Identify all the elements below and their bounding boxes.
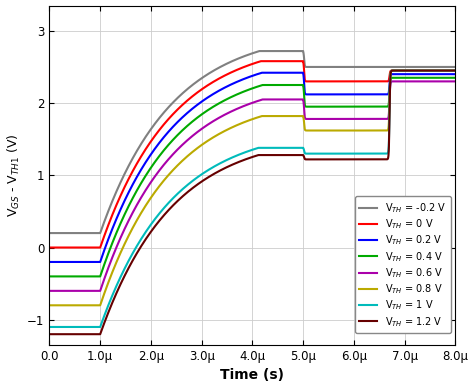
V$_{TH}$ = 0 V: [302, 79, 308, 83]
V$_{TH}$ = 1 V: [453, 68, 458, 73]
V$_{TH}$ = 0.6 V: [393, 79, 399, 84]
Line: V$_{TH}$ = 1.2 V: V$_{TH}$ = 1.2 V: [49, 71, 456, 334]
V$_{TH}$ = 0.4 V: [453, 75, 458, 80]
V$_{TH}$ = 0.2 V: [453, 72, 458, 76]
V$_{TH}$ = 0.4 V: [58, 274, 64, 279]
Line: V$_{TH}$ = 0.4 V: V$_{TH}$ = 0.4 V: [49, 78, 456, 276]
V$_{TH}$ = 0 V: [168, 114, 173, 119]
V$_{TH}$ = 0.4 V: [168, 140, 173, 145]
V$_{TH}$ = 0.8 V: [168, 171, 173, 175]
Line: V$_{TH}$ = 1 V: V$_{TH}$ = 1 V: [49, 71, 456, 327]
V$_{TH}$ = 0 V: [297, 59, 303, 64]
V$_{TH}$ = 1 V: [46, 325, 52, 329]
V$_{TH}$ = 0.8 V: [58, 303, 64, 308]
V$_{TH}$ = 0.2 V: [111, 223, 117, 227]
V$_{TH}$ = 1.2 V: [297, 153, 302, 158]
Line: V$_{TH}$ = 0 V: V$_{TH}$ = 0 V: [49, 61, 456, 248]
V$_{TH}$ = 0.8 V: [297, 114, 302, 118]
V$_{TH}$ = 0.6 V: [111, 251, 117, 256]
V$_{TH}$ = 1.2 V: [148, 229, 154, 234]
V$_{TH}$ = 0 V: [453, 68, 458, 73]
V$_{TH}$ = -0.2 V: [46, 231, 52, 236]
V$_{TH}$ = 1.2 V: [58, 332, 64, 336]
V$_{TH}$ = 1.2 V: [111, 296, 117, 301]
V$_{TH}$ = 1 V: [302, 151, 308, 156]
V$_{TH}$ = -0.2 V: [58, 231, 64, 236]
Line: V$_{TH}$ = 0.6 V: V$_{TH}$ = 0.6 V: [49, 81, 456, 291]
Line: V$_{TH}$ = 0.8 V: V$_{TH}$ = 0.8 V: [49, 71, 456, 305]
V$_{TH}$ = 0 V: [258, 59, 264, 64]
V$_{TH}$ = -0.2 V: [148, 126, 154, 131]
V$_{TH}$ = 0.6 V: [453, 79, 458, 84]
V$_{TH}$ = 1.2 V: [302, 157, 308, 162]
V$_{TH}$ = 0.2 V: [46, 260, 52, 264]
V$_{TH}$ = 1 V: [393, 68, 399, 73]
Line: V$_{TH}$ = 0.2 V: V$_{TH}$ = 0.2 V: [49, 73, 456, 262]
V$_{TH}$ = 0.6 V: [148, 180, 154, 184]
V$_{TH}$ = 0.2 V: [302, 92, 308, 96]
X-axis label: Time (s): Time (s): [220, 369, 284, 383]
V$_{TH}$ = 0.4 V: [302, 104, 308, 109]
V$_{TH}$ = 0.2 V: [148, 152, 154, 156]
V$_{TH}$ = 0.2 V: [297, 70, 303, 75]
V$_{TH}$ = -0.2 V: [168, 103, 173, 107]
V$_{TH}$ = 0.6 V: [168, 155, 173, 159]
V$_{TH}$ = 0.8 V: [148, 195, 154, 200]
V$_{TH}$ = -0.2 V: [111, 195, 117, 199]
V$_{TH}$ = 0.8 V: [393, 68, 399, 73]
V$_{TH}$ = 0 V: [148, 139, 154, 144]
V$_{TH}$ = 1.2 V: [453, 68, 458, 73]
V$_{TH}$ = 0.8 V: [453, 68, 458, 73]
V$_{TH}$ = 0.4 V: [148, 165, 154, 170]
V$_{TH}$ = 0.8 V: [46, 303, 52, 308]
V$_{TH}$ = 0.6 V: [302, 116, 308, 121]
V$_{TH}$ = 1 V: [168, 199, 173, 203]
Legend: V$_{TH}$ = -0.2 V, V$_{TH}$ = 0 V, V$_{TH}$ = 0.2 V, V$_{TH}$ = 0.4 V, V$_{TH}$ : V$_{TH}$ = -0.2 V, V$_{TH}$ = 0 V, V$_{T…: [355, 196, 451, 333]
V$_{TH}$ = 1 V: [148, 222, 154, 227]
V$_{TH}$ = 0.2 V: [168, 127, 173, 132]
V$_{TH}$ = 0.6 V: [58, 289, 64, 293]
V$_{TH}$ = 0.4 V: [111, 237, 117, 241]
Line: V$_{TH}$ = -0.2 V: V$_{TH}$ = -0.2 V: [49, 51, 456, 233]
V$_{TH}$ = 1 V: [58, 325, 64, 329]
V$_{TH}$ = 0.6 V: [297, 97, 302, 102]
V$_{TH}$ = 1 V: [297, 146, 302, 150]
V$_{TH}$ = -0.2 V: [297, 49, 303, 54]
V$_{TH}$ = 0 V: [111, 209, 117, 213]
V$_{TH}$ = 0.4 V: [297, 83, 302, 87]
V$_{TH}$ = 0.2 V: [259, 70, 265, 75]
V$_{TH}$ = 0 V: [46, 245, 52, 250]
V$_{TH}$ = 0 V: [58, 245, 64, 250]
V$_{TH}$ = -0.2 V: [302, 64, 308, 69]
V$_{TH}$ = 1.2 V: [393, 68, 399, 73]
V$_{TH}$ = 0.6 V: [46, 289, 52, 293]
V$_{TH}$ = 0.4 V: [393, 75, 399, 80]
V$_{TH}$ = 1.2 V: [46, 332, 52, 336]
V$_{TH}$ = 1.2 V: [168, 206, 173, 210]
V$_{TH}$ = 0.2 V: [58, 260, 64, 264]
V$_{TH}$ = 0.8 V: [302, 128, 308, 132]
V$_{TH}$ = 0.8 V: [111, 266, 117, 270]
V$_{TH}$ = 1 V: [111, 289, 117, 294]
V$_{TH}$ = -0.2 V: [256, 49, 262, 54]
V$_{TH}$ = 0.4 V: [46, 274, 52, 279]
Y-axis label: V$_{GS}$ - V$_{TH1}$ (V): V$_{GS}$ - V$_{TH1}$ (V): [6, 133, 22, 217]
V$_{TH}$ = -0.2 V: [453, 65, 458, 69]
